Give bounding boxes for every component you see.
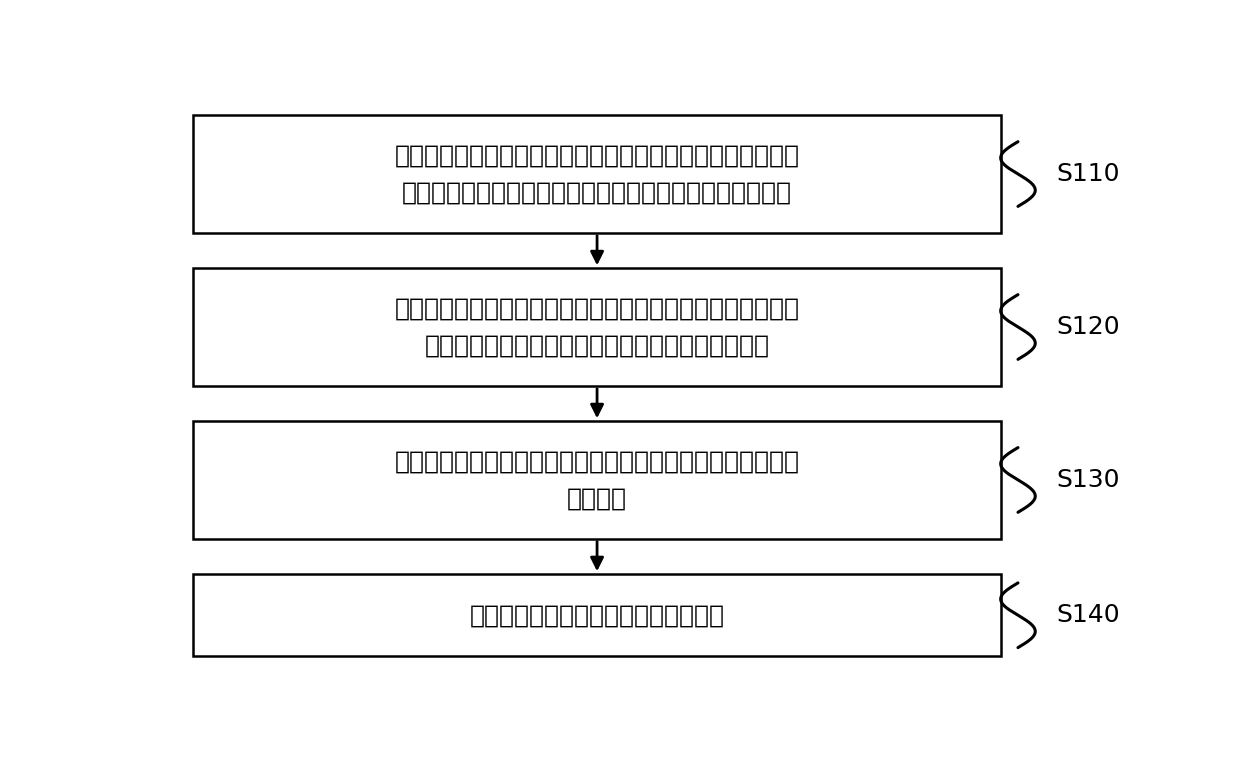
Bar [193,421,1001,539]
Text: S110: S110 [1056,162,1120,186]
Bar [193,268,1001,386]
Text: 将所述目标滑槽标识发送给所述分拣机: 将所述目标滑槽标识发送给所述分拣机 [470,604,724,627]
Bar [193,115,1001,233]
Text: S120: S120 [1056,315,1120,339]
Text: S140: S140 [1056,604,1120,627]
Text: 响应于任一设备类型的分拣机发送的滑槽标识请求，确定所述
滑槽标识请求关联的目标包裹标识和所述分拣机的设备标识: 响应于任一设备类型的分拣机发送的滑槽标识请求，确定所述 滑槽标识请求关联的目标包… [394,144,800,205]
Bar [193,574,1001,656]
Text: 根据所述分拣机的设备标识和所述目标分拣任务信息确定目标
滑槽标识: 根据所述分拣机的设备标识和所述目标分拣任务信息确定目标 滑槽标识 [394,449,800,510]
Text: S130: S130 [1056,468,1120,492]
Text: 将上游服务器发送的至少一个分拣任务信息中，与所述目标包
裹标识对应的分拣任务信息确定为目标分拣任务信息: 将上游服务器发送的至少一个分拣任务信息中，与所述目标包 裹标识对应的分拣任务信息… [394,296,800,358]
